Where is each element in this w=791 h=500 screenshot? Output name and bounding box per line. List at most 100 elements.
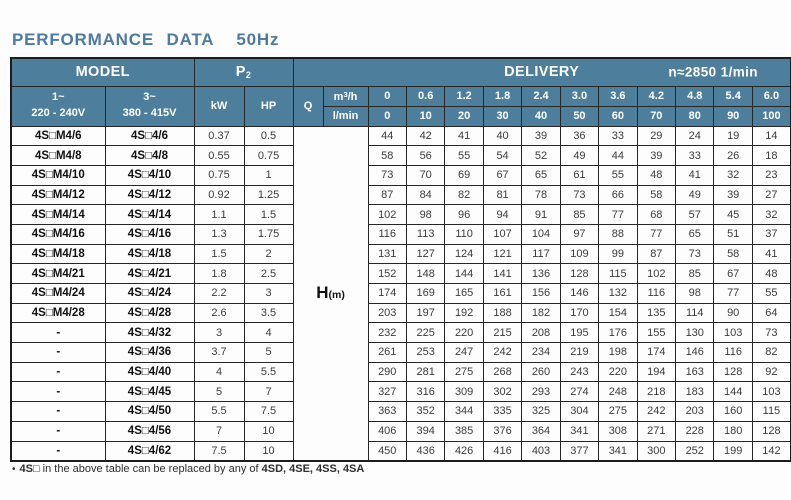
hp-value-cell: 5 — [243, 342, 294, 363]
head-value-cell: 152 — [367, 263, 407, 284]
head-value-cell: 169 — [405, 283, 446, 304]
head-value-cell: 290 — [367, 361, 407, 383]
flow-m3h-value: 0 — [367, 85, 407, 107]
flow-lmin-value: 10 — [405, 105, 446, 127]
hp-value-cell: 7.5 — [243, 401, 294, 422]
footnote-model-code: 4S□ — [19, 463, 40, 475]
hp-value-cell: 1.5 — [243, 204, 294, 225]
table-row: 4S□M4/12 4S□4/12 0.92 1.25 87 84 82 81 78 73 66 58 4… — [10, 184, 791, 206]
head-value-cell: 18 — [751, 145, 791, 166]
head-value-cell: 73 — [367, 164, 407, 186]
head-value-cell: 73 — [751, 322, 791, 344]
head-value-cell: 115 — [598, 263, 638, 284]
head-value-cell: 274 — [559, 381, 600, 403]
kw-value-cell: 5.5 — [193, 401, 245, 422]
hp-value-cell: 3.5 — [243, 302, 294, 324]
model-1ph-cell: 4S□M4/12 — [10, 184, 106, 206]
head-value-cell: 58 — [636, 184, 677, 206]
table-row: 4S□M4/24 4S□4/24 2.2 3 174 169 165 161 156 146 132… — [10, 283, 791, 304]
head-value-cell: 64 — [751, 302, 791, 324]
footnote-replacements: 4SD, 4SE, 4SS, 4SA — [261, 463, 365, 475]
head-value-cell: 260 — [521, 361, 561, 383]
head-value-cell: 107 — [482, 223, 523, 245]
head-value-cell: 94 — [482, 204, 523, 225]
head-value-cell: 228 — [675, 420, 715, 442]
head-value-cell: 341 — [598, 440, 638, 462]
head-value-cell: 146 — [675, 342, 715, 363]
model-3ph-cell: 4S□4/18 — [104, 243, 195, 265]
model-3ph-cell: 4S□4/21 — [104, 263, 195, 284]
flow-m3h-value: 6.0 — [751, 85, 791, 107]
head-value-cell: 77 — [713, 283, 753, 304]
hp-value-cell: 2.5 — [243, 263, 294, 284]
head-value-cell: 225 — [405, 322, 446, 344]
model-1ph-cell: 4S□M4/16 — [10, 223, 106, 245]
head-value-cell: 194 — [636, 361, 677, 383]
footnote-text: in the above table can be replaced by an… — [39, 463, 262, 475]
model-3ph-cell: 4S□4/24 — [104, 283, 195, 304]
head-value-cell: 243 — [559, 361, 600, 383]
head-value-cell: 109 — [559, 243, 600, 265]
model-3ph-cell: 4S□4/16 — [104, 223, 195, 245]
flow-lmin-value: 50 — [559, 105, 600, 127]
head-value-cell: 58 — [713, 243, 753, 265]
table-row: 4S□M4/18 4S□4/18 1.5 2 131 127 124 121 117 109 99 8… — [10, 243, 791, 265]
head-value-cell: 275 — [598, 401, 638, 422]
head-value-cell: 104 — [521, 223, 561, 245]
flow-m3h-value: 2.4 — [521, 85, 561, 107]
head-value-cell: 81 — [482, 184, 523, 206]
head-value-cell: 341 — [559, 420, 600, 442]
p2-group-header: P2 — [193, 57, 294, 87]
header-row-units-top: 1~ 220 - 240V 3~ 380 - 415V kW HP Q m3/h 0… — [10, 85, 791, 127]
head-value-cell: 57 — [675, 204, 715, 225]
kw-value-cell: 3 — [193, 322, 245, 344]
table-row: -4S□4/40 4 5.5 290 281 275 268 260 243 220 194 163 1… — [10, 361, 791, 383]
table-row: 4S□M4/21 4S□4/21 1.8 2.5 152 148 144 141 136 128 1… — [10, 263, 791, 284]
header-row-units-bottom: l/min 0 10 20 30 40 50 60 70 80 90 100 — [11, 105, 791, 127]
head-value-cell: 170 — [559, 302, 600, 324]
head-value-cell: 128 — [559, 263, 600, 284]
head-value-cell: 316 — [405, 381, 446, 403]
head-value-cell: 302 — [482, 381, 523, 403]
head-value-cell: 33 — [598, 125, 638, 147]
head-value-cell: 192 — [444, 302, 484, 324]
kw-value-cell: 2.6 — [193, 302, 245, 324]
head-value-cell: 41 — [444, 125, 484, 147]
head-value-cell: 82 — [444, 184, 484, 206]
head-value-cell: 23 — [751, 164, 791, 186]
head-value-cell: 271 — [636, 420, 677, 442]
head-value-cell: 41 — [675, 164, 715, 186]
table-row: -4S□4/62 7.5 10 450 436 426 416 403 377 341 300 252… — [10, 440, 791, 462]
head-value-cell: 55 — [751, 283, 791, 304]
head-value-cell: 44 — [367, 125, 407, 147]
head-value-cell: 73 — [559, 184, 600, 206]
model-1ph-cell: 4S□M4/24 — [10, 283, 106, 304]
head-value-cell: 416 — [482, 440, 523, 462]
head-value-cell: 55 — [444, 145, 484, 166]
head-value-cell: 252 — [675, 440, 715, 462]
hp-value-cell: 0.5 — [243, 125, 294, 147]
head-value-cell: 52 — [521, 145, 561, 166]
head-value-cell: 116 — [636, 283, 677, 304]
head-value-cell: 48 — [751, 263, 791, 284]
head-value-cell: 116 — [713, 342, 753, 363]
head-value-cell: 116 — [367, 223, 407, 245]
head-value-cell: 56 — [405, 145, 446, 166]
p2-base: P — [235, 64, 246, 81]
model-1ph-cell: - — [10, 440, 106, 462]
head-value-cell: 85 — [675, 263, 715, 284]
head-value-cell: 335 — [482, 401, 523, 422]
head-value-cell: 124 — [444, 243, 484, 265]
phase3-column-header: 3~ 380 - 415V — [104, 85, 195, 127]
head-value-cell: 97 — [559, 223, 600, 245]
head-value-cell: 128 — [751, 420, 791, 442]
head-value-cell: 300 — [636, 440, 677, 462]
table-row: -4S□4/36 3.7 5 261 253 247 242 234 219 198 174 146 1… — [10, 342, 791, 363]
kw-column-header: kW — [193, 85, 245, 127]
phase3-line1: 3~ — [143, 91, 156, 104]
model-3ph-cell: 4S□4/28 — [104, 302, 195, 324]
head-value-cell: 220 — [444, 322, 484, 344]
head-value-cell: 39 — [636, 145, 677, 166]
head-value-cell: 88 — [598, 223, 638, 245]
flow-m3h-value: 3.6 — [598, 85, 638, 107]
